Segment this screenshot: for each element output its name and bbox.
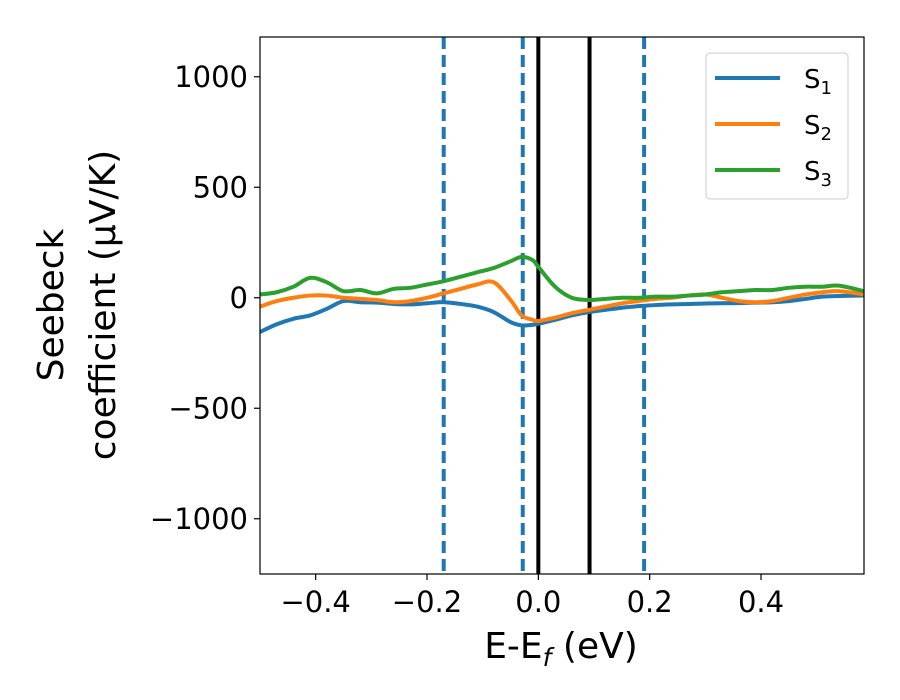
y-axis-title: Seebeck coefficient (μV/K) bbox=[31, 150, 124, 460]
y-tick-label: 0 bbox=[230, 281, 248, 315]
legend-entry-s3: S3 bbox=[715, 157, 832, 191]
x-tick-label: −0.2 bbox=[392, 585, 462, 619]
legend-label-s2: S2 bbox=[804, 111, 832, 145]
series-line-s2 bbox=[260, 279, 864, 324]
x-tick-label: 0.4 bbox=[738, 585, 784, 619]
series-line-s3 bbox=[260, 254, 864, 302]
legend: S1 S2 S3 bbox=[705, 52, 849, 200]
x-axis-title-tail: (eV) bbox=[551, 626, 637, 667]
plot-layer: −0.4 −0.2 0.0 0.2 0.4 −1000 −500 0 500 1000 bbox=[150, 36, 865, 619]
y-tick-label: −1000 bbox=[150, 502, 248, 536]
y-tick-label: 500 bbox=[193, 170, 248, 204]
y-axis-title-line1: Seebeck bbox=[31, 228, 72, 381]
legend-label-s1: S1 bbox=[804, 65, 832, 99]
x-tick-label: 0.0 bbox=[515, 585, 561, 619]
x-axis-title: E-Ef (eV) bbox=[484, 626, 638, 672]
y-tick-label: 1000 bbox=[174, 60, 248, 94]
x-tick-label: −0.4 bbox=[280, 585, 350, 619]
x-tick-label: 0.2 bbox=[627, 585, 673, 619]
y-axis-title-line2: coefficient (μV/K) bbox=[83, 150, 124, 460]
legend-entry-s2: S2 bbox=[715, 111, 832, 145]
x-axis-title-main: E-E bbox=[484, 626, 542, 667]
legend-entry-s1: S1 bbox=[715, 65, 832, 99]
legend-label-s3: S3 bbox=[804, 157, 832, 191]
y-tick-label: −500 bbox=[168, 391, 248, 425]
plot-frame bbox=[259, 36, 865, 575]
